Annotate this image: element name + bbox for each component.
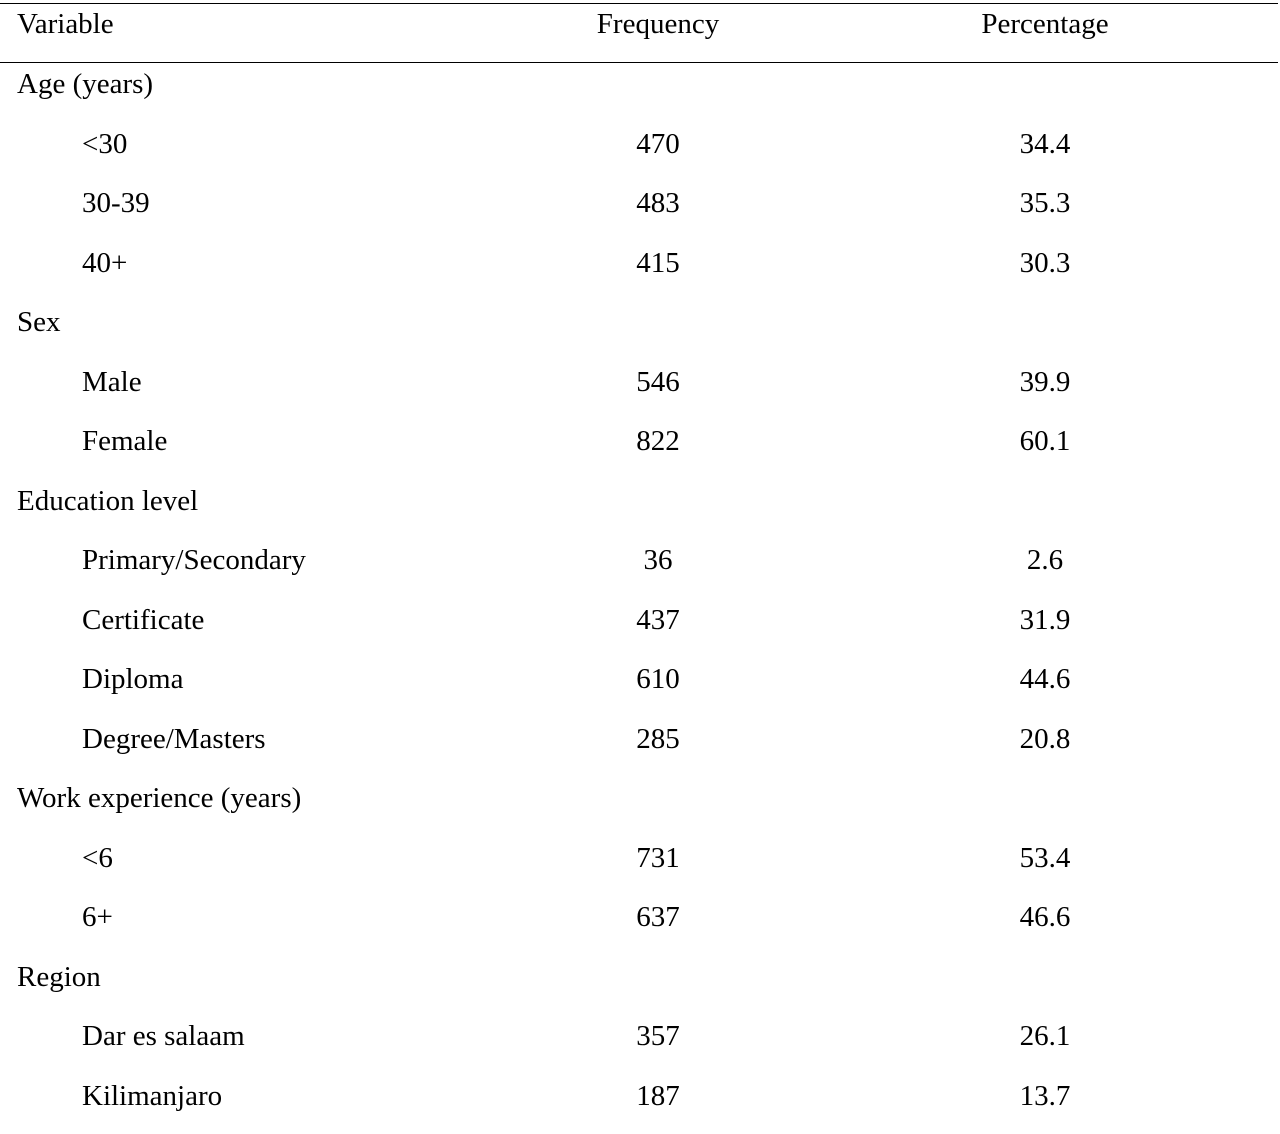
table-row: Kilimanjaro 187 13.7 [0,1075,1280,1134]
table-row: Diploma 610 44.6 [0,658,1280,718]
column-header-variable: Variable [17,4,114,44]
table-row: <30 470 34.4 [0,123,1280,183]
table-row: Primary/Secondary 36 2.6 [0,539,1280,599]
table-row: Male 546 39.9 [0,361,1280,421]
frequency-cell: 822 [558,420,758,462]
row-label: Certificate [82,599,204,641]
percentage-cell: 20.8 [945,718,1145,760]
group-label: Education level [17,480,198,522]
group-label: Region [17,956,101,998]
percentage-cell: 30.3 [945,242,1145,284]
frequency-cell: 610 [558,658,758,700]
frequency-cell: 437 [558,599,758,641]
percentage-cell: 2.6 [945,539,1145,581]
frequency-cell: 187 [558,1075,758,1117]
column-header-percentage: Percentage [945,4,1145,44]
table-row: Dar es salaam 357 26.1 [0,1015,1280,1075]
frequency-cell: 470 [558,123,758,165]
row-label: Primary/Secondary [82,539,306,581]
percentage-cell: 13.7 [945,1075,1145,1117]
row-label: Female [82,420,167,462]
table-row: 6+ 637 46.6 [0,896,1280,956]
frequency-cell: 483 [558,182,758,224]
percentage-cell: 26.1 [945,1015,1145,1057]
percentage-cell: 53.4 [945,837,1145,879]
table-row: Certificate 437 31.9 [0,599,1280,659]
percentage-cell: 46.6 [945,896,1145,938]
row-label: Dar es salaam [82,1015,245,1057]
percentage-cell: 34.4 [945,123,1145,165]
frequency-cell: 285 [558,718,758,760]
table-row: Female 822 60.1 [0,420,1280,480]
row-label: Kilimanjaro [82,1075,222,1117]
frequency-cell: 357 [558,1015,758,1057]
table-row: <6 731 53.4 [0,837,1280,897]
row-label: <30 [82,123,127,165]
table-group-row: Sex [0,301,1280,361]
percentage-cell: 31.9 [945,599,1145,641]
group-label: Work experience (years) [17,777,301,819]
table-row: 40+ 415 30.3 [0,242,1280,302]
row-label: <6 [82,837,113,879]
row-label: 30-39 [82,182,150,224]
column-header-frequency: Frequency [558,4,758,44]
percentage-cell: 39.9 [945,361,1145,403]
percentage-cell: 60.1 [945,420,1145,462]
table-group-row: Work experience (years) [0,777,1280,837]
percentage-cell: 44.6 [945,658,1145,700]
table-group-row: Region [0,956,1280,1016]
group-label: Age (years) [17,63,153,105]
row-label: 6+ [82,896,113,938]
frequency-cell: 637 [558,896,758,938]
frequency-cell: 415 [558,242,758,284]
percentage-cell: 35.3 [945,182,1145,224]
group-label: Sex [17,301,61,343]
frequency-cell: 546 [558,361,758,403]
table-group-row: Age (years) [0,63,1280,123]
row-label: Diploma [82,658,184,700]
row-label: 40+ [82,242,127,284]
table-group-row: Education level [0,480,1280,540]
row-label: Male [82,361,142,403]
table-row: 30-39 483 35.3 [0,182,1280,242]
frequency-cell: 36 [558,539,758,581]
table-row: Degree/Masters 285 20.8 [0,718,1280,778]
frequency-cell: 731 [558,837,758,879]
row-label: Degree/Masters [82,718,266,760]
